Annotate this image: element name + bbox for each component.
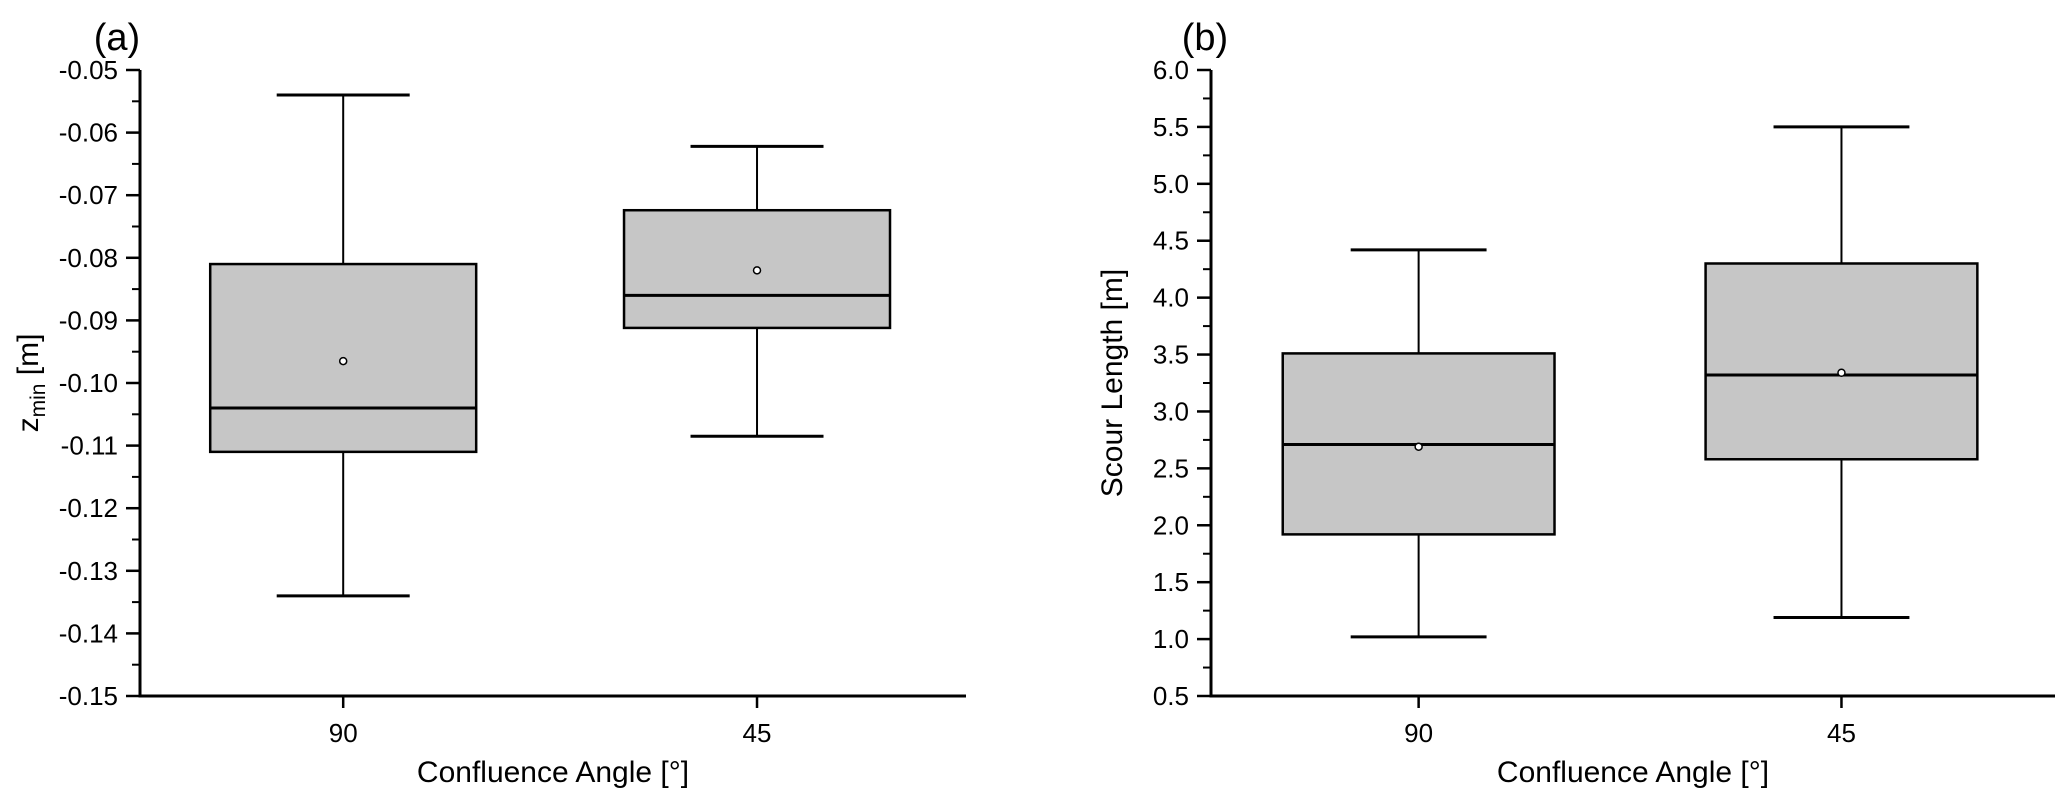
y-tick-label: 3.5	[1153, 340, 1189, 370]
y-tick-label: -0.05	[59, 55, 118, 85]
y-tick-label: 5.5	[1153, 112, 1189, 142]
y-tick-label: -0.15	[59, 681, 118, 711]
y-tick-label: -0.07	[59, 180, 118, 210]
y-tick-label: -0.06	[59, 118, 118, 148]
y-tick-label: 6.0	[1153, 55, 1189, 85]
x-tick-label: 90	[1404, 718, 1433, 748]
y-tick-label: -0.09	[59, 305, 118, 335]
box-group-45	[622, 144, 892, 438]
y-tick-label: 1.5	[1153, 567, 1189, 597]
box-group-45	[1704, 125, 1979, 619]
x-tick-label: 45	[743, 718, 772, 748]
mean-marker	[1414, 442, 1423, 451]
x-tick-label: 90	[329, 718, 358, 748]
y-tick-label: 1.0	[1153, 624, 1189, 654]
x-axis-title: Confluence Angle [°]	[1497, 756, 1769, 789]
y-tick-label: -0.08	[59, 243, 118, 273]
y-tick-label: -0.12	[59, 493, 118, 523]
y-tick-label: 4.5	[1153, 226, 1189, 256]
mean-marker	[1837, 368, 1846, 378]
y-tick-label: -0.13	[59, 556, 118, 586]
box-group-90	[1281, 248, 1556, 639]
mean-marker	[338, 356, 348, 366]
box-group-90	[208, 93, 478, 598]
y-tick-label: -0.10	[59, 368, 118, 398]
boxplot-panel-a: (a)-0.05 -0.06 -0.07 -0.08 -0.09 -0.10 -0.11 -0…	[12, 17, 966, 789]
mean-marker	[752, 266, 762, 275]
y-tick-label: 2.0	[1153, 510, 1189, 540]
x-axis-title: Confluence Angle [°]	[417, 756, 689, 789]
y-tick-label: 4.0	[1153, 283, 1189, 313]
panel-label: (b)	[1182, 17, 1228, 59]
y-tick-label: -0.11	[61, 431, 118, 461]
y-axis-title: zmin [m]	[12, 334, 50, 433]
y-tick-label: 3.0	[1153, 396, 1189, 426]
y-tick-label: 5.0	[1153, 169, 1189, 199]
x-tick-label: 45	[1827, 718, 1856, 748]
panel-label: (a)	[94, 17, 140, 59]
boxplot-panel-b: (b)6.0 5.5 5.0 4.5 4.0 3.5 3.0 2.5 2.0 1.5 1.0 0.5 S…	[1096, 17, 2055, 789]
y-tick-label: -0.14	[59, 618, 118, 648]
iqr-box	[1704, 262, 1979, 461]
y-axis-title: Scour Length [m]	[1096, 269, 1129, 497]
y-tick-label: 2.5	[1153, 453, 1189, 483]
y-tick-label: 0.5	[1153, 681, 1189, 711]
